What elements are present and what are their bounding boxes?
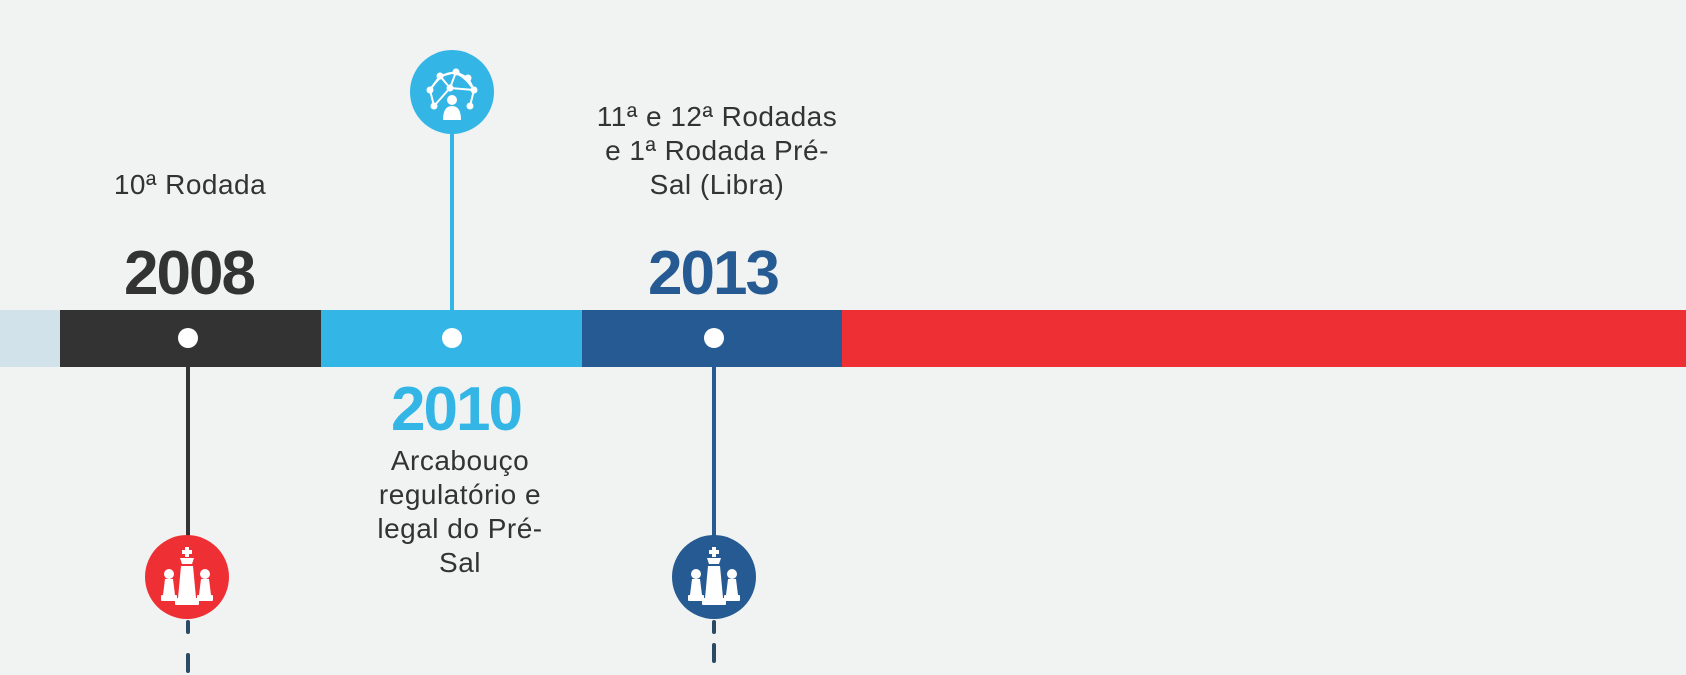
event-icon-2010 [410, 50, 494, 134]
timeline-band-start [0, 310, 60, 367]
network-person-icon [426, 68, 478, 120]
event-label-2013-line-2: e 1ª Rodada Pré- [605, 135, 829, 166]
event-label-2010: Arcabouço regulatório e legal do Pré- Sa… [330, 444, 590, 580]
event-label-2013: 11ª e 12ª Rodadas e 1ª Rodada Pré- Sal (… [582, 100, 852, 202]
timeline-marker-2008 [178, 328, 198, 348]
event-year-2008: 2008 [124, 239, 256, 308]
connector-2010 [450, 132, 454, 312]
timeline-marker-2010 [442, 328, 462, 348]
event-label-2010-line-3: legal do Pré- [377, 513, 543, 544]
chess-pieces-icon [688, 547, 740, 605]
chess-pieces-icon [161, 547, 213, 605]
event-icon-2013 [672, 535, 756, 619]
connector-2008 [186, 367, 190, 537]
event-label-2010-line-2: regulatório e [378, 479, 542, 510]
event-icon-2008 [145, 535, 229, 619]
continuation-dash-2013-b [712, 643, 716, 663]
connector-2013 [712, 367, 716, 537]
event-label-2010-line-4: Sal [439, 547, 481, 578]
timeline-marker-2013 [704, 328, 724, 348]
continuation-dash-2008 [186, 620, 190, 634]
event-label-2013-line-1: 11ª e 12ª Rodadas [596, 101, 838, 132]
event-label-2010-line-1: Arcabouço [390, 445, 530, 476]
event-label-2013-line-3: Sal (Libra) [649, 169, 785, 200]
continuation-dash-2013 [712, 620, 716, 634]
event-year-2010: 2010 [391, 375, 523, 444]
event-label-2008: 10ª Rodada [113, 169, 267, 200]
timeline-band-future [842, 310, 1686, 367]
event-year-2013: 2013 [648, 239, 780, 308]
continuation-dash-2008-b [186, 653, 190, 673]
